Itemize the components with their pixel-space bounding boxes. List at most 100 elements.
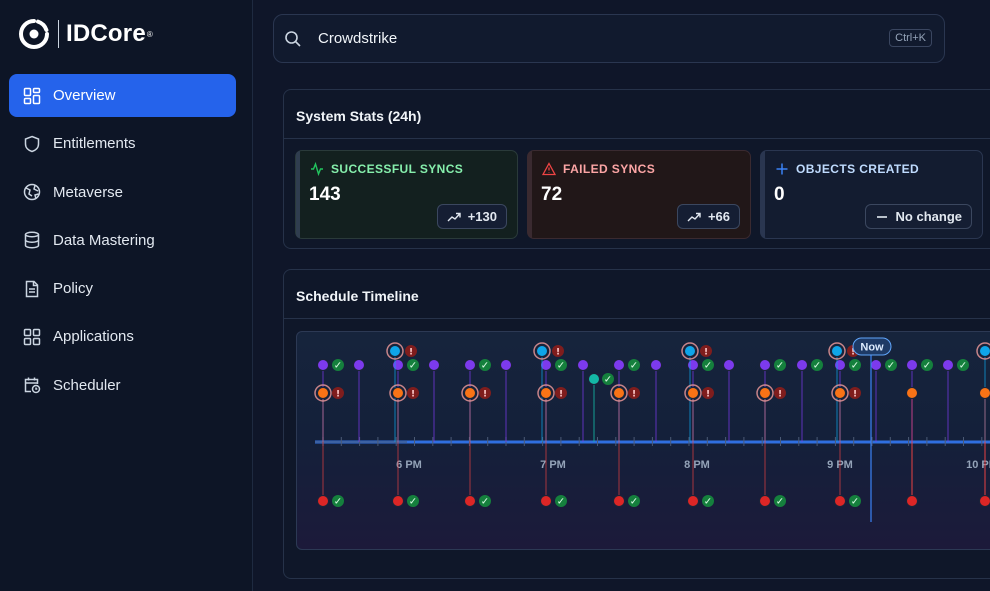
job-marker[interactable] [942, 359, 954, 371]
sidebar-item-entitlements[interactable]: Entitlements [9, 122, 236, 165]
hour-label: 7 PM [540, 459, 566, 471]
exclamation-icon: ! [704, 348, 708, 358]
job-highlight-ring [461, 384, 479, 402]
check-icon: ✓ [776, 497, 784, 508]
job-marker[interactable] [536, 345, 548, 357]
stat-card-successful-syncs[interactable]: SUCCESSFUL SYNCS 143 +130 [295, 150, 518, 239]
failure-badge [405, 345, 417, 357]
job-highlight-ring [684, 384, 702, 402]
card-value: 72 [541, 184, 563, 205]
job-marker[interactable] [834, 387, 846, 399]
job-marker[interactable] [464, 495, 476, 507]
exclamation-icon: ! [556, 348, 560, 358]
job-marker[interactable] [759, 387, 771, 399]
sidebar-item-overview[interactable]: Overview [9, 74, 236, 117]
now-label: Now [860, 342, 884, 354]
job-marker[interactable] [613, 495, 625, 507]
logo-text: IDCore [66, 20, 146, 47]
job-marker[interactable] [317, 359, 329, 371]
job-marker[interactable] [500, 359, 512, 371]
job-marker[interactable] [870, 359, 882, 371]
job-marker[interactable] [687, 495, 699, 507]
job-marker[interactable] [979, 387, 990, 399]
success-badge [921, 359, 933, 371]
job-marker[interactable] [540, 359, 552, 371]
sidebar-item-label: Policy [53, 280, 94, 298]
check-icon: ✓ [334, 361, 342, 372]
job-marker[interactable] [650, 359, 662, 371]
check-icon: ✓ [704, 361, 712, 372]
job-marker[interactable] [392, 359, 404, 371]
search-bar[interactable]: Ctrl+K [273, 14, 945, 63]
success-badge [479, 359, 491, 371]
job-marker[interactable] [979, 345, 990, 357]
stat-card-objects-created[interactable]: OBJECTS CREATED 0 No change [760, 150, 983, 239]
change-value: +66 [707, 209, 730, 224]
stat-card-failed-syncs[interactable]: FAILED SYNCS 72 +66 [527, 150, 751, 239]
card-stripe [296, 151, 300, 238]
job-marker[interactable] [687, 387, 699, 399]
check-icon: ✓ [409, 361, 417, 372]
failure-badge [479, 387, 491, 399]
hour-label: 8 PM [684, 459, 710, 471]
sidebar-item-scheduler[interactable]: Scheduler [9, 364, 236, 407]
sidebar-item-policy[interactable]: Policy [9, 267, 236, 310]
job-marker[interactable] [428, 359, 440, 371]
search-input[interactable] [318, 30, 858, 47]
job-highlight-ring [533, 342, 551, 360]
check-icon: ✓ [481, 497, 489, 508]
job-marker[interactable] [723, 359, 735, 371]
failure-badge [849, 387, 861, 399]
sidebar-item-applications[interactable]: Applications [9, 315, 236, 358]
job-marker[interactable] [389, 345, 401, 357]
failure-badge [628, 387, 640, 399]
job-marker[interactable] [684, 345, 696, 357]
trending-up-icon [687, 212, 701, 221]
job-marker[interactable] [464, 387, 476, 399]
check-icon: ✓ [630, 361, 638, 372]
job-marker[interactable] [796, 359, 808, 371]
success-badge [555, 495, 567, 507]
check-icon: ✓ [959, 361, 967, 372]
logo-divider [58, 20, 59, 48]
job-marker[interactable] [613, 387, 625, 399]
job-marker[interactable] [392, 387, 404, 399]
job-marker[interactable] [540, 387, 552, 399]
job-marker[interactable] [906, 387, 918, 399]
check-icon: ✓ [887, 361, 895, 372]
job-marker[interactable] [317, 495, 329, 507]
job-marker[interactable] [464, 359, 476, 371]
job-highlight-ring [610, 384, 628, 402]
job-marker[interactable] [831, 345, 843, 357]
job-marker[interactable] [906, 359, 918, 371]
job-marker[interactable] [588, 373, 600, 385]
job-marker[interactable] [317, 387, 329, 399]
job-marker[interactable] [353, 359, 365, 371]
app-logo[interactable]: IDCore ® [18, 18, 153, 50]
job-marker[interactable] [834, 359, 846, 371]
success-badge [332, 359, 344, 371]
job-marker[interactable] [759, 495, 771, 507]
search-icon [285, 30, 301, 47]
sidebar-item-data-mastering[interactable]: Data Mastering [9, 219, 236, 262]
job-marker[interactable] [979, 495, 990, 507]
exclamation-icon: ! [851, 348, 855, 358]
failure-badge [332, 387, 344, 399]
job-marker[interactable] [834, 495, 846, 507]
database-icon [23, 231, 41, 249]
job-marker[interactable] [759, 359, 771, 371]
hour-label: 6 PM [396, 459, 422, 471]
sidebar-item-metaverse[interactable]: Metaverse [9, 171, 236, 214]
exclamation-icon: ! [483, 390, 487, 400]
job-highlight-ring [828, 342, 846, 360]
job-marker[interactable] [613, 359, 625, 371]
job-highlight-ring [537, 384, 555, 402]
job-marker[interactable] [577, 359, 589, 371]
success-badge [811, 359, 823, 371]
job-marker[interactable] [392, 495, 404, 507]
job-marker[interactable] [906, 495, 918, 507]
job-marker[interactable] [540, 495, 552, 507]
logo-icon [19, 19, 49, 49]
job-marker[interactable] [687, 359, 699, 371]
